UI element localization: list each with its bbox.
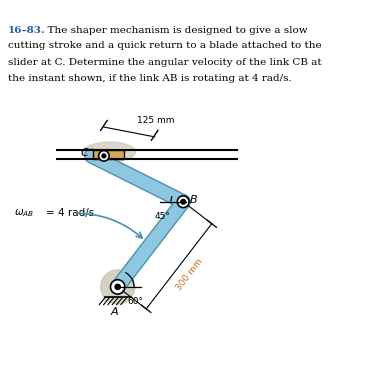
Text: B: B (190, 195, 197, 205)
Text: slider at C. Determine the angular velocity of the link CB at: slider at C. Determine the angular veloc… (8, 58, 322, 67)
Text: The shaper mechanism is designed to give a slow: The shaper mechanism is designed to give… (41, 27, 307, 36)
Circle shape (101, 270, 135, 304)
Circle shape (111, 280, 125, 294)
Text: $\omega_{AB}$: $\omega_{AB}$ (15, 207, 35, 219)
Circle shape (115, 284, 120, 289)
Text: cutting stroke and a quick return to a blade attached to the: cutting stroke and a quick return to a b… (8, 41, 322, 50)
Text: the instant shown, if the link AB is rotating at 4 rad/s.: the instant shown, if the link AB is rot… (8, 74, 292, 83)
FancyBboxPatch shape (93, 150, 124, 159)
Text: C: C (81, 148, 88, 158)
Circle shape (102, 154, 106, 158)
Ellipse shape (83, 142, 136, 162)
Circle shape (181, 199, 186, 204)
Circle shape (177, 196, 189, 208)
Text: 16–83.: 16–83. (8, 27, 45, 36)
Circle shape (99, 151, 109, 161)
Text: 60°: 60° (128, 297, 144, 306)
Text: 125 mm: 125 mm (138, 116, 175, 125)
Text: 45°: 45° (155, 212, 171, 221)
Text: 300 mm: 300 mm (174, 257, 205, 292)
Text: = 4 rad/s: = 4 rad/s (46, 208, 94, 218)
Text: A: A (111, 307, 118, 317)
